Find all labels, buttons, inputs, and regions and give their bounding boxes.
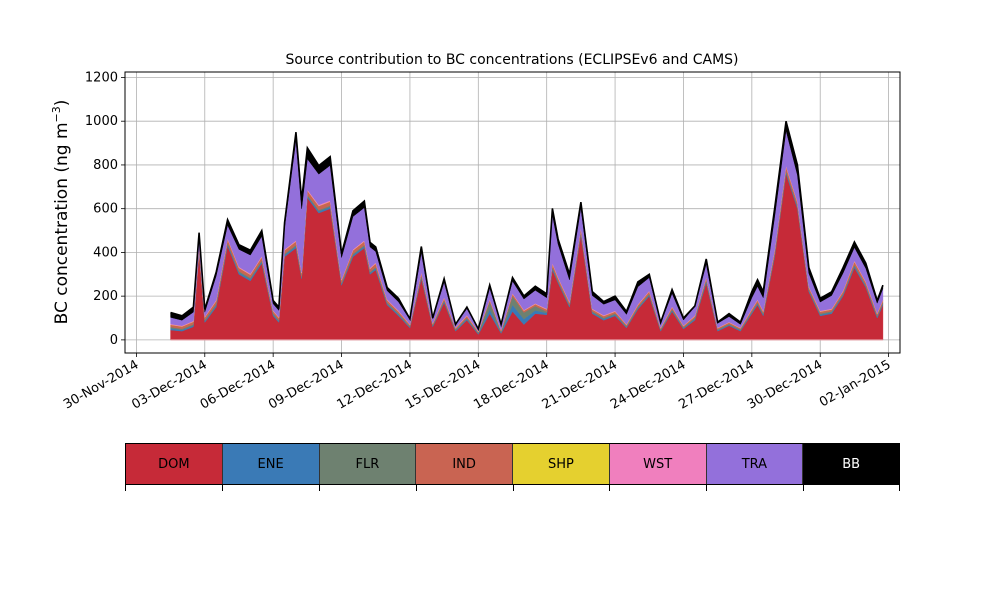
legend-tick	[222, 485, 223, 491]
legend-label: SHP	[547, 456, 574, 472]
y-tick-label: 0	[110, 333, 118, 348]
legend-item-shp: SHP	[512, 444, 609, 484]
x-tick-label: 12-Dec-2014	[335, 357, 415, 412]
x-axis: 30-Nov-201403-Dec-201406-Dec-201409-Dec-…	[61, 353, 894, 413]
legend-ticks	[125, 485, 900, 491]
legend-label: IND	[452, 456, 476, 472]
legend-label: DOM	[158, 456, 190, 472]
y-tick-label: 800	[93, 158, 118, 173]
y-tick-label: 600	[93, 202, 118, 217]
source-legend: DOM ENE FLR IND SHP WST TRA BB	[125, 443, 900, 485]
stacked-areas	[170, 121, 884, 341]
legend-tick	[513, 485, 514, 491]
legend-tick	[609, 485, 610, 491]
y-tick-label: 400	[93, 245, 118, 260]
x-tick-label: 15-Dec-2014	[403, 357, 483, 412]
y-tick-label: 200	[93, 289, 118, 304]
legend-tick	[706, 485, 707, 491]
legend-label: TRA	[741, 456, 768, 472]
x-tick-label: 30-Nov-2014	[61, 357, 141, 412]
chart-title: Source contribution to BC concentrations…	[285, 52, 738, 68]
x-tick-label: 06-Dec-2014	[198, 357, 278, 412]
legend-item-wst: WST	[608, 444, 706, 484]
legend-item-flr: FLR	[318, 444, 416, 484]
legend-tick	[319, 485, 320, 491]
legend-tick	[899, 485, 900, 491]
x-tick-label: 24-Dec-2014	[608, 357, 688, 412]
legend-tick	[125, 485, 126, 491]
legend-label: ENE	[257, 456, 284, 472]
x-tick-label: 27-Dec-2014	[676, 357, 756, 412]
x-tick-label: 03-Dec-2014	[129, 357, 209, 412]
x-tick-label: 30-Dec-2014	[745, 357, 825, 412]
legend-item-ene: ENE	[221, 444, 319, 484]
total-line	[170, 121, 884, 332]
legend-item-tra: TRA	[705, 444, 803, 484]
y-axis: 0 200 400 600 800 1000 1200	[85, 70, 125, 348]
x-tick-label: 02-Jan-2015	[817, 357, 894, 410]
legend-tick	[803, 485, 804, 491]
legend-label: BB	[842, 456, 861, 472]
x-tick-label: 18-Dec-2014	[471, 357, 551, 412]
legend-tick	[416, 485, 417, 491]
x-tick-label: 09-Dec-2014	[266, 357, 346, 412]
y-tick-label: 1000	[85, 114, 118, 129]
legend-item-dom: DOM	[126, 444, 222, 484]
y-axis-label: BC concentration (ng m−3)	[50, 100, 72, 325]
y-tick-label: 1200	[85, 70, 118, 85]
legend-item-ind: IND	[415, 444, 512, 484]
legend-item-bb: BB	[802, 444, 899, 484]
legend-label: FLR	[355, 456, 380, 472]
x-tick-label: 21-Dec-2014	[540, 357, 620, 412]
bc-stacked-area-chart: Source contribution to BC concentrations…	[50, 52, 901, 413]
legend-label: WST	[643, 456, 673, 472]
plot-frame	[124, 71, 901, 354]
